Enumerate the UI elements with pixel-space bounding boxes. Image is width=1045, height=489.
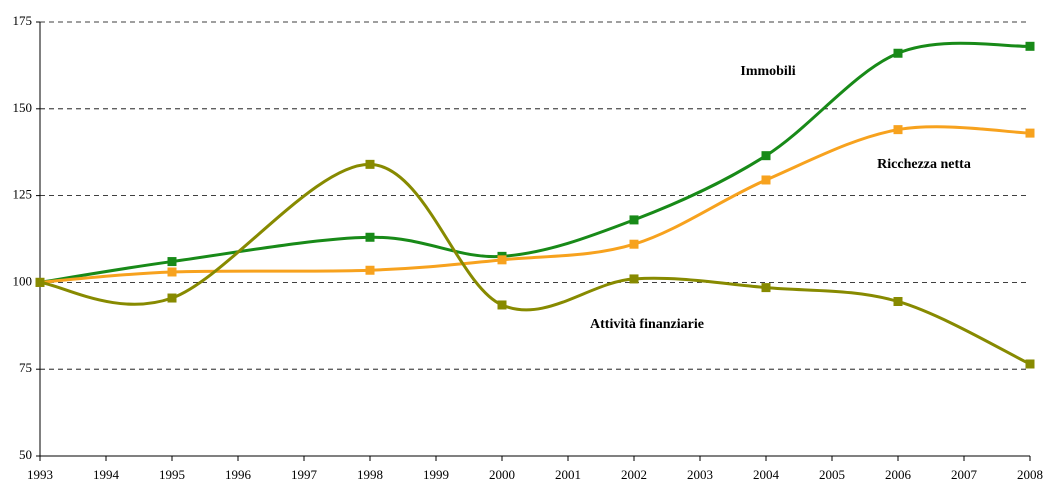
marker	[761, 283, 771, 293]
marker	[629, 215, 639, 225]
marker	[365, 159, 375, 169]
x-tick-label: 2000	[489, 467, 515, 482]
series-line	[39, 162, 1031, 366]
x-tick-label: 2001	[555, 467, 581, 482]
marker	[167, 267, 177, 277]
series-line	[39, 125, 1031, 284]
marker	[893, 48, 903, 58]
x-tick-label: 1997	[291, 467, 318, 482]
marker	[893, 125, 903, 135]
y-tick-label: 75	[19, 360, 32, 375]
marker	[167, 257, 177, 267]
x-tick-label: 2002	[621, 467, 647, 482]
x-tick-label: 2005	[819, 467, 845, 482]
x-tick-label: 1998	[357, 467, 383, 482]
x-tick-label: 2006	[885, 467, 912, 482]
x-tick-label: 1996	[225, 467, 252, 482]
x-tick-label: 2007	[951, 467, 978, 482]
x-tick-label: 1995	[159, 467, 185, 482]
series-line	[39, 41, 1031, 284]
y-tick-label: 125	[13, 187, 33, 202]
marker	[761, 151, 771, 161]
series-label: Attività finanziarie	[590, 317, 704, 332]
marker	[497, 300, 507, 310]
marker	[1025, 41, 1035, 51]
marker	[365, 265, 375, 275]
y-tick-label: 50	[19, 447, 32, 462]
x-tick-label: 1994	[93, 467, 120, 482]
marker	[1025, 359, 1035, 369]
marker	[365, 232, 375, 242]
series-label: Immobili	[740, 64, 795, 79]
marker	[761, 175, 771, 185]
marker	[35, 277, 45, 287]
marker	[893, 296, 903, 306]
x-tick-label: 1993	[27, 467, 53, 482]
y-tick-label: 150	[13, 100, 33, 115]
marker	[629, 274, 639, 284]
x-tick-label: 2003	[687, 467, 713, 482]
marker	[1025, 128, 1035, 138]
x-tick-label: 2008	[1017, 467, 1043, 482]
marker	[629, 239, 639, 249]
x-tick-label: 1999	[423, 467, 449, 482]
marker	[167, 293, 177, 303]
marker	[497, 255, 507, 265]
series-label: Ricchezza netta	[877, 157, 971, 172]
x-tick-label: 2004	[753, 467, 780, 482]
y-tick-label: 100	[13, 273, 33, 288]
y-tick-label: 175	[13, 13, 33, 28]
